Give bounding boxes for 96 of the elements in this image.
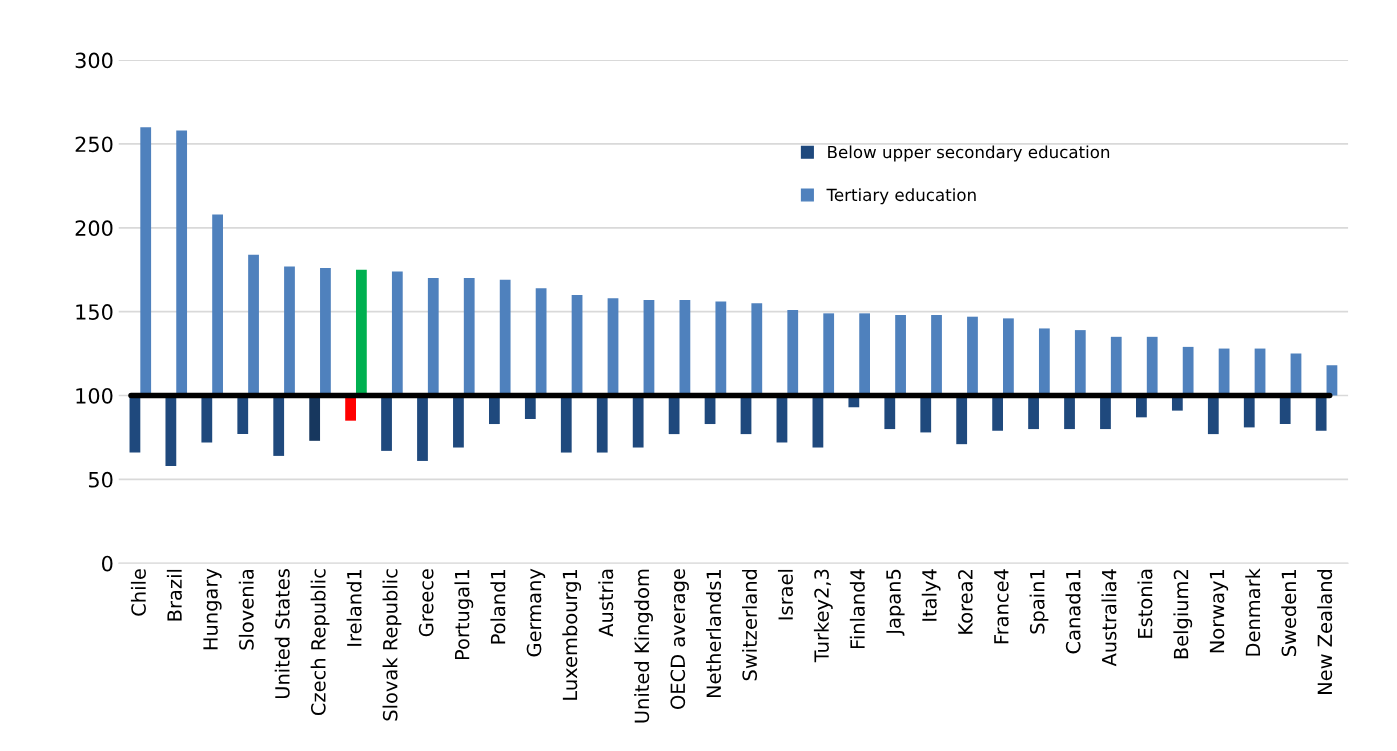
x-tick-label: Luxembourg1 [562, 569, 582, 700]
bar [417, 395, 428, 461]
x-tick-label: Canada1 [1065, 569, 1081, 654]
bar [1038, 328, 1050, 396]
bar [165, 395, 177, 466]
bar [1182, 346, 1194, 396]
bar [1207, 395, 1219, 435]
x-tick-label: OECD average [670, 569, 689, 709]
bar [535, 288, 547, 396]
legend-label: Tertiary education [826, 188, 976, 205]
x-tick-label: Portugal1 [454, 569, 474, 660]
x-tick-label: Poland1 [490, 569, 506, 644]
x-tick-label: Germany [526, 568, 546, 657]
bar [1243, 395, 1255, 428]
x-tick-label: Norway1 [1209, 569, 1229, 653]
bar [237, 395, 249, 435]
bar [632, 395, 644, 448]
bar [895, 315, 906, 396]
bar [1064, 395, 1075, 430]
bar [309, 395, 321, 441]
bar [967, 316, 978, 396]
x-tick-label: Japan5 [886, 569, 905, 636]
y-tick-label: 150 [76, 304, 113, 320]
x-tick-label: Turkey2,3 [813, 569, 833, 663]
bar [1028, 395, 1039, 430]
bar [201, 395, 213, 443]
x-tick-label: Belgium2 [1173, 570, 1193, 659]
bar [284, 266, 295, 396]
x-tick-label: Slovak Republic [382, 569, 402, 721]
bar [751, 303, 763, 396]
bar [679, 299, 691, 396]
bar [499, 279, 511, 396]
bar [320, 268, 331, 396]
bar [176, 130, 188, 396]
bar [715, 301, 727, 396]
bar [140, 127, 152, 396]
bar [453, 395, 464, 448]
x-tick-label: Korea2 [958, 570, 973, 634]
bar [427, 278, 439, 396]
bar [1110, 336, 1122, 396]
x-tick-label: Brazil [166, 569, 182, 621]
bar [355, 269, 367, 396]
x-tick-label: France4 [994, 569, 1009, 644]
bar [571, 294, 583, 396]
bar [273, 395, 285, 456]
bar [1326, 365, 1338, 396]
x-tick-label: New Zealand [1317, 569, 1333, 694]
x-tick-label: Slovenia [238, 569, 254, 650]
x-tick-label: Chile [130, 569, 146, 616]
x-tick-label: Ireland1 [346, 569, 362, 646]
bar [1074, 330, 1086, 396]
x-tick-label: United States [274, 569, 290, 699]
bar [787, 309, 799, 396]
bar [212, 214, 223, 396]
x-tick-label: Czech Republic [310, 569, 330, 716]
y-tick-label: 200 [75, 220, 113, 237]
y-tick-label: 50 [88, 471, 113, 488]
bar [560, 395, 572, 453]
bar [992, 395, 1004, 431]
bar [956, 395, 968, 445]
x-tick-label: Switzerland [741, 569, 758, 681]
y-tick-label: 100 [76, 387, 113, 404]
bar [596, 395, 608, 453]
bar [381, 395, 392, 451]
bar [1003, 318, 1014, 396]
bar [463, 278, 475, 396]
x-tick-label: Denmark [1245, 568, 1261, 656]
bar [823, 313, 835, 396]
bar [1146, 336, 1158, 396]
x-tick-label: Netherlands1 [706, 569, 722, 698]
y-tick-label: 300 [75, 52, 113, 69]
x-tick-label: Finland4 [849, 569, 865, 649]
bar [920, 395, 932, 433]
bar [668, 395, 680, 435]
bar [643, 299, 655, 396]
x-tick-label: Spain1 [1029, 569, 1049, 634]
x-tick-label: Italy4 [921, 569, 941, 621]
x-tick-label: Sweden1 [1281, 569, 1297, 657]
bar [931, 315, 942, 396]
x-tick-label: Hungary [203, 568, 222, 650]
y-tick-label: 250 [75, 136, 113, 153]
y-tick-label: 0 [102, 555, 113, 572]
x-tick-label: Israel [777, 569, 793, 620]
bar [1100, 395, 1111, 430]
bar [884, 395, 896, 430]
x-tick-label: Greece [418, 569, 434, 637]
legend-label: Below upper secondary education [828, 145, 1110, 162]
bar [607, 298, 619, 396]
x-tick-label: Austria [598, 569, 614, 637]
bar [391, 271, 403, 396]
x-tick-label: United Kingdom [634, 569, 653, 723]
bar [859, 313, 871, 396]
x-tick-label: Australia4 [1101, 569, 1117, 667]
x-tick-label: Estonia [1137, 569, 1153, 638]
bar [1315, 395, 1327, 431]
bar [248, 254, 259, 396]
